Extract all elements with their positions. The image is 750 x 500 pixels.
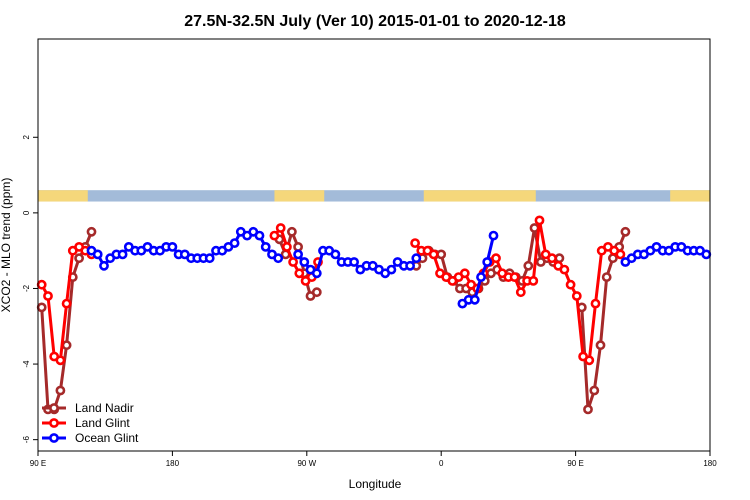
data-point: [311, 268, 322, 279]
data-point: [99, 260, 109, 271]
data-point: [528, 275, 539, 286]
data-point: [590, 298, 601, 309]
data-point: [117, 249, 128, 260]
data-point: [167, 241, 178, 252]
land-band: [670, 190, 710, 202]
x-tick-label: 90 W: [297, 459, 316, 468]
legend-swatch-marker: [49, 418, 59, 428]
data-point: [61, 298, 72, 309]
data-point: [476, 272, 486, 282]
data-point: [74, 253, 84, 264]
series-layer: [36, 215, 712, 415]
data-point: [515, 287, 526, 298]
data-point: [547, 253, 557, 264]
data-point: [411, 253, 422, 264]
y-axis-label: XCO2 - MLO trend (ppm): [0, 178, 13, 313]
x-tick-label: 90 E: [30, 459, 46, 468]
legend-label: Land Nadir: [75, 401, 134, 415]
data-point: [36, 302, 47, 313]
plot-frame: [37, 38, 711, 452]
data-point: [275, 223, 286, 233]
data-point: [565, 279, 576, 290]
data-point: [299, 257, 310, 267]
data-point: [43, 291, 53, 301]
data-point: [601, 272, 612, 282]
y-tick-label: 2: [22, 135, 31, 140]
data-point: [254, 230, 265, 241]
legend-label: Land Glint: [75, 416, 130, 430]
data-point: [523, 260, 534, 271]
data-point: [86, 226, 97, 237]
legend-item: Ocean Glint: [42, 431, 139, 445]
data-point: [482, 257, 493, 267]
data-point: [509, 272, 520, 282]
series-land-glint: [36, 215, 626, 366]
chart-title: 27.5N-32.5N July (Ver 10) 2015-01-01 to …: [184, 13, 566, 30]
data-point: [469, 294, 480, 305]
data-point: [488, 230, 499, 241]
data-point: [92, 249, 103, 260]
ocean-band: [38, 190, 710, 202]
y-tick-label: -6: [22, 436, 31, 444]
data-point: [405, 260, 415, 271]
y-tick-label: -4: [22, 360, 31, 368]
data-point: [571, 291, 582, 301]
data-point: [294, 268, 305, 279]
data-point: [330, 249, 341, 260]
y-tick-label: -2: [22, 284, 31, 292]
data-point: [349, 257, 359, 267]
data-point: [260, 241, 271, 252]
legend-item: Land Nadir: [42, 401, 134, 415]
x-axis-label: Longitude: [349, 477, 402, 491]
data-point: [583, 404, 593, 415]
data-point: [386, 264, 397, 275]
data-point: [281, 241, 292, 252]
data-point: [615, 249, 626, 260]
data-point: [620, 226, 631, 237]
legend-swatch-marker: [49, 433, 59, 443]
data-point: [311, 287, 322, 298]
data-point: [293, 241, 303, 252]
data-point: [584, 355, 595, 366]
data-point: [293, 249, 303, 260]
x-tick-label: 180: [166, 459, 180, 468]
data-point: [491, 253, 501, 264]
land-ocean-strip: [38, 190, 710, 202]
data-point: [589, 385, 600, 396]
legend-item: Land Glint: [42, 416, 130, 430]
data-point: [559, 264, 570, 275]
data-point: [459, 268, 470, 279]
data-point: [204, 253, 215, 264]
land-band: [38, 190, 88, 202]
data-point: [534, 215, 545, 226]
data-point: [55, 385, 66, 396]
x-tick-label: 90 E: [567, 459, 583, 468]
y-tick-label: 0: [22, 210, 31, 215]
data-point: [608, 253, 618, 264]
data-point: [288, 257, 298, 267]
data-point: [269, 230, 280, 241]
land-band: [274, 190, 325, 202]
data-point: [273, 253, 284, 264]
series-ocean-glint: [86, 226, 712, 309]
data-point: [410, 238, 420, 248]
y-axis: -6 -4 -2 0 2: [22, 135, 38, 444]
data-point: [595, 340, 606, 351]
data-point: [36, 279, 47, 290]
data-point: [229, 238, 240, 248]
land-band: [423, 190, 536, 202]
x-tick-label: 0: [439, 459, 444, 468]
legend-swatch-marker: [49, 403, 59, 413]
data-point: [55, 355, 66, 366]
data-point: [61, 340, 72, 351]
data-point: [286, 226, 297, 237]
data-point: [701, 249, 712, 260]
data-point: [428, 249, 439, 260]
legend-label: Ocean Glint: [75, 431, 139, 445]
data-point: [436, 249, 447, 260]
x-axis: 90 E 180 90 W 0 90 E 180: [30, 451, 717, 468]
x-tick-label: 180: [703, 459, 717, 468]
